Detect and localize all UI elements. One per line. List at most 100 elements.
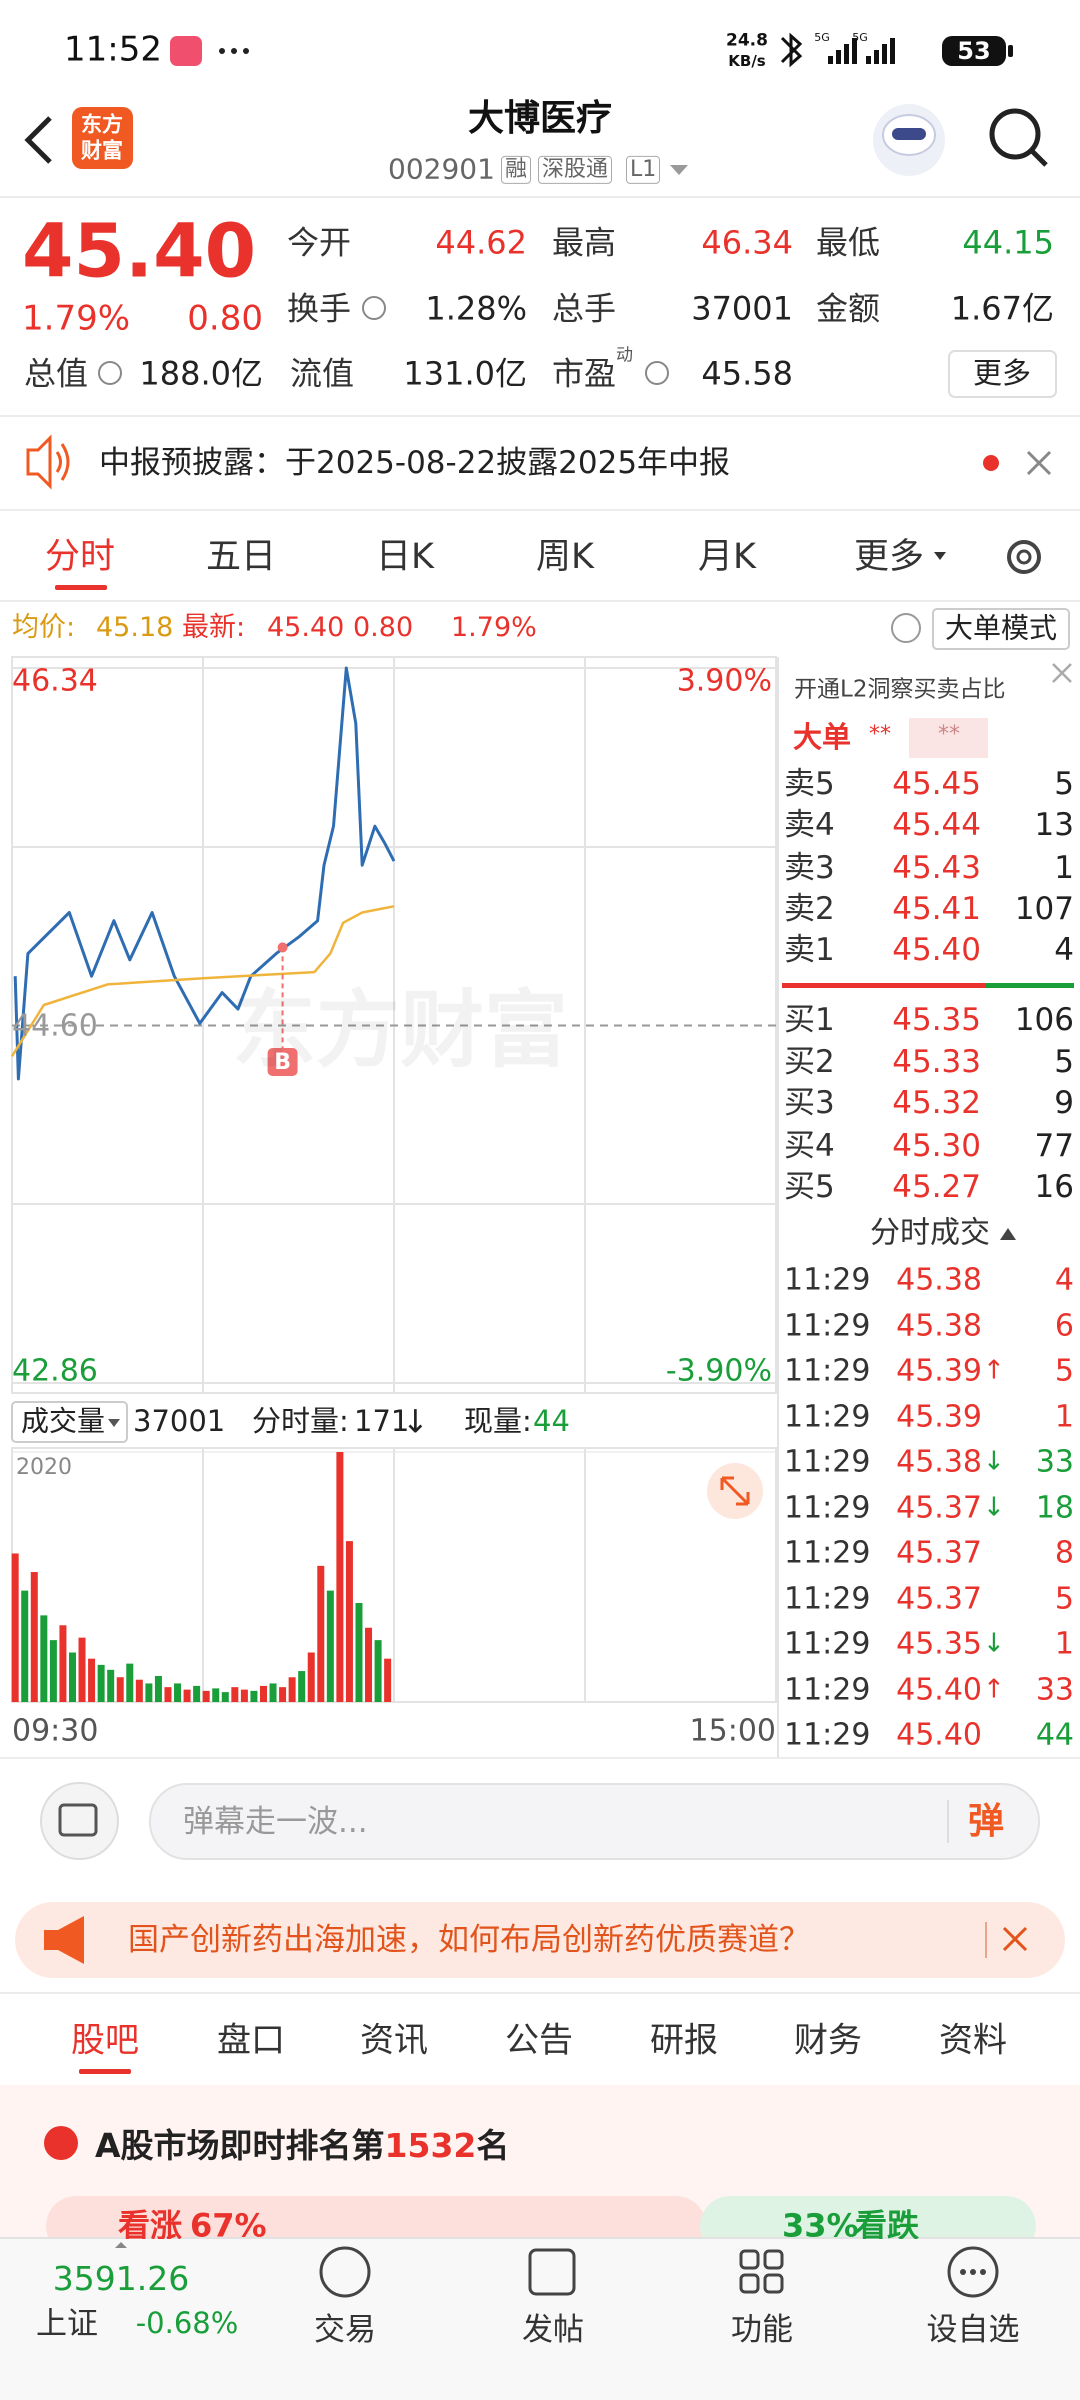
- notice-text[interactable]: 中报预披露：于2025-08-22披露2025年中报: [99, 444, 731, 481]
- price-line: [13, 666, 396, 1081]
- price-line: [10, 905, 395, 1057]
- danmaku-send[interactable]: 弹: [967, 1801, 1005, 1843]
- trade-price: 45.40: [896, 1717, 982, 1753]
- book-price: 45.44: [892, 806, 981, 843]
- stat-value: 1.28%: [425, 289, 527, 328]
- trade-time: 11:29: [784, 1262, 871, 1298]
- stat-label: 最低: [816, 223, 881, 262]
- volume-bar: [279, 1687, 287, 1702]
- nav-item[interactable]: 设自选: [926, 2311, 1020, 2348]
- trade-icon[interactable]: [319, 2246, 371, 2298]
- y2-tick-label: 3.90%: [676, 663, 772, 699]
- chart-tab[interactable]: 更多: [853, 536, 925, 577]
- close-panel[interactable]: [1052, 663, 1072, 683]
- divider: [0, 600, 1080, 602]
- chart-tab[interactable]: 日K: [376, 536, 434, 577]
- book-volume: 9: [1054, 1084, 1074, 1121]
- danmaku-placeholder[interactable]: 弹幕走一波...: [183, 1803, 368, 1840]
- book-label: 卖2: [784, 890, 835, 927]
- trade-price: 45.38: [896, 1444, 982, 1480]
- robot-eyes: [892, 128, 926, 140]
- volume-bar: [317, 1565, 325, 1702]
- sort-icon: [1000, 1228, 1016, 1240]
- current-vol-label: 现量:: [464, 1404, 532, 1439]
- banner-text[interactable]: 国产创新药出海加速，如何布局创新药优质赛道？: [128, 1921, 810, 1958]
- net-unit: KB/s: [728, 51, 766, 70]
- marker-dot: [277, 942, 288, 953]
- ranking-icon: [44, 2126, 78, 2160]
- book-volume: 13: [1034, 806, 1074, 843]
- big-order: 大单: [793, 720, 852, 755]
- logo-bg: [72, 107, 133, 169]
- volume-bar: [326, 1590, 334, 1702]
- danmaku-input[interactable]: [149, 1783, 1040, 1860]
- notice-dot: [983, 455, 999, 471]
- volume-select[interactable]: [11, 1401, 128, 1443]
- bull-pct: 67%: [190, 2206, 267, 2245]
- banner-close[interactable]: [1002, 1926, 1028, 1952]
- l2-promo[interactable]: 开通L2洞察买卖占比: [794, 676, 1006, 703]
- x-tick-label: 09:30: [12, 1713, 99, 1749]
- trade-volume: 6: [1054, 1308, 1074, 1343]
- chart-tab[interactable]: 周K: [536, 536, 594, 577]
- ranking-rank: 1532: [384, 2126, 477, 2165]
- trade-volume: 1: [1054, 1399, 1074, 1434]
- section-tab[interactable]: 公告: [505, 2020, 573, 2061]
- section-tab[interactable]: 资料: [939, 2020, 1007, 2061]
- minute-vol-arrow: ↓: [402, 1402, 429, 1441]
- last-price: 45.40: [22, 208, 257, 295]
- function-icon[interactable]: [739, 2249, 784, 2294]
- section-tab[interactable]: 股吧: [71, 2020, 139, 2061]
- bear-pct: 33%: [782, 2206, 859, 2245]
- app-icon: [170, 36, 202, 66]
- volume-bar: [384, 1658, 392, 1702]
- nav-item[interactable]: 功能: [731, 2311, 793, 2348]
- close-notice[interactable]: [1026, 450, 1052, 476]
- trade-price: 45.37: [896, 1535, 982, 1571]
- book-label: 卖5: [784, 765, 835, 802]
- megaphone-icon: [44, 1916, 84, 1964]
- index-arrow: [115, 2242, 127, 2248]
- watermark: 东方财富: [231, 980, 569, 1079]
- chart-tab[interactable]: 五日: [205, 536, 277, 577]
- section-tab[interactable]: 资讯: [360, 2020, 428, 2061]
- ranking[interactable]: A股市场即时排名第1532名: [95, 2119, 509, 2167]
- danmaku-toggle[interactable]: [40, 1782, 119, 1860]
- trade-price: 45.35: [896, 1626, 982, 1662]
- post-icon[interactable]: [528, 2248, 576, 2296]
- y-tick-label: 44.60: [12, 1008, 98, 1043]
- book-price: 45.41: [892, 890, 981, 927]
- chart-tab[interactable]: 月K: [698, 536, 756, 577]
- y-tick-label: 46.34: [12, 663, 98, 699]
- section-tab[interactable]: 盘口: [217, 2020, 285, 2061]
- volume-dropdown: [108, 1419, 120, 1427]
- chart-tab[interactable]: 分时: [44, 536, 116, 577]
- section-tab[interactable]: 研报: [650, 2020, 718, 2061]
- more-button[interactable]: 更多: [972, 356, 1032, 391]
- nav-item[interactable]: 发帖: [522, 2311, 584, 2348]
- settings-icon[interactable]: [1007, 540, 1041, 574]
- volume-bar: [107, 1669, 115, 1702]
- signal-label: 5G: [814, 30, 830, 44]
- logo-text: 东方: [81, 112, 123, 137]
- trade-price: 45.38: [896, 1308, 982, 1343]
- section-tab[interactable]: 财务: [794, 2020, 862, 2061]
- stat-label: 市盈: [552, 354, 617, 393]
- expand-arrows: [720, 1476, 750, 1506]
- watchlist-icon[interactable]: [947, 2246, 999, 2298]
- watchlist-dots: [960, 2269, 986, 2275]
- stat-value: 1.67亿: [950, 289, 1054, 328]
- volume-bar: [126, 1663, 134, 1702]
- logo-text: 财富: [81, 138, 123, 163]
- battery: [942, 36, 1006, 66]
- book-price: 45.45: [892, 765, 981, 802]
- book-label: 买4: [784, 1127, 835, 1164]
- stock-code: 002901: [388, 152, 495, 186]
- help-icon[interactable]: [891, 613, 921, 643]
- current-vol: 44: [533, 1404, 570, 1439]
- stock-name: 大博医疗: [467, 98, 613, 140]
- nav-item[interactable]: 交易: [314, 2311, 376, 2348]
- mode-button[interactable]: 大单模式: [944, 611, 1058, 645]
